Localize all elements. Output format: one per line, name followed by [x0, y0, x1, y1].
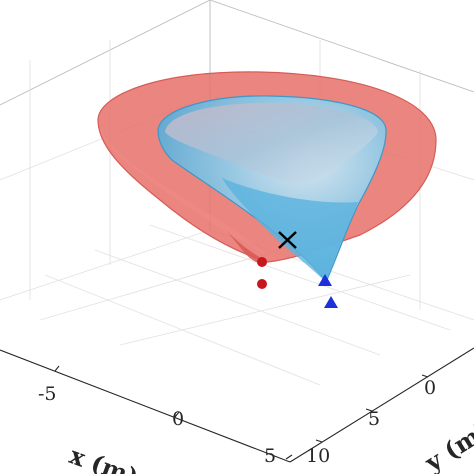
y-tick-label: 10	[306, 445, 330, 467]
grid-floor-4	[119, 274, 411, 346]
y-tick-mark-2	[365, 408, 373, 412]
box-back-top	[0, 0, 211, 106]
grid-floor-7	[44, 274, 321, 386]
x-tick-mark-2	[174, 411, 180, 418]
y-tick-mark-3	[421, 374, 429, 378]
x-tick-mark-3	[285, 454, 293, 460]
red-marker-floor	[257, 279, 267, 289]
x-axis-label: x (m)	[66, 440, 142, 474]
blue-marker-cone-tip	[318, 274, 332, 286]
blue-marker-floor	[324, 296, 338, 308]
y-tick-mark-1	[315, 439, 323, 443]
front-axes	[0, 347, 474, 463]
grid-floor-5	[149, 224, 451, 331]
blue-cone-front	[222, 178, 358, 282]
grid-floor-1	[0, 229, 211, 301]
x-axis-line	[0, 349, 291, 463]
red-marker-cone-tip	[257, 257, 267, 267]
y-axis-line	[289, 347, 474, 463]
box-back-right	[209, 0, 474, 93]
x-tick-label: 0	[172, 408, 184, 430]
blue-cone	[157, 95, 387, 284]
y-tick-label: 5	[368, 408, 380, 430]
x-tick-labels: -5 0 5	[38, 383, 276, 467]
y-tick-labels: 0 5 10	[306, 377, 436, 467]
grid-floor-6	[94, 249, 381, 356]
markers	[257, 231, 338, 308]
blue-cone-inner	[165, 102, 378, 186]
y-tick-label: 0	[424, 377, 436, 399]
x-tick-label: -5	[38, 383, 57, 405]
cross-marker	[278, 231, 297, 249]
y-axis-label: y (m)	[419, 415, 474, 474]
x-tick-label: 5	[264, 445, 276, 467]
x-tick-mark-1	[54, 365, 60, 372]
